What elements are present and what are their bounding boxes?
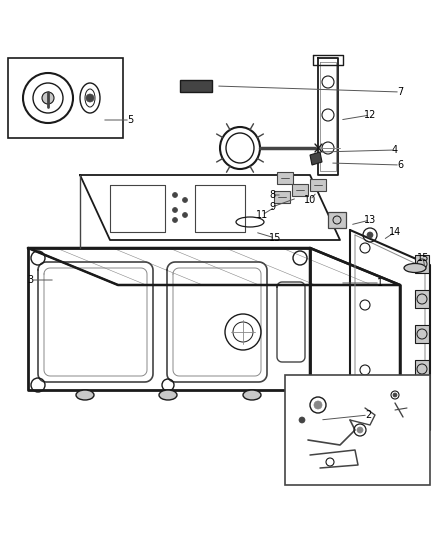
Bar bbox=[415, 360, 429, 378]
Text: 10: 10 bbox=[304, 195, 316, 205]
Bar bbox=[285, 375, 430, 485]
Circle shape bbox=[393, 393, 397, 397]
Ellipse shape bbox=[76, 390, 94, 400]
Polygon shape bbox=[310, 152, 322, 165]
Text: 1: 1 bbox=[377, 278, 383, 288]
Text: 12: 12 bbox=[364, 110, 376, 120]
Circle shape bbox=[299, 417, 305, 423]
Text: 5: 5 bbox=[127, 115, 133, 125]
Polygon shape bbox=[310, 179, 326, 191]
Bar bbox=[180, 80, 212, 92]
Polygon shape bbox=[274, 191, 290, 203]
Text: 11: 11 bbox=[256, 210, 268, 220]
Bar bbox=[328, 212, 346, 228]
Text: 2: 2 bbox=[365, 410, 371, 420]
Circle shape bbox=[357, 427, 363, 433]
Circle shape bbox=[183, 198, 187, 203]
Text: 14: 14 bbox=[389, 227, 401, 237]
Circle shape bbox=[367, 232, 373, 238]
Polygon shape bbox=[292, 184, 308, 196]
Circle shape bbox=[183, 213, 187, 217]
Text: 3: 3 bbox=[27, 275, 33, 285]
Text: 13: 13 bbox=[364, 215, 376, 225]
Circle shape bbox=[314, 401, 322, 409]
Polygon shape bbox=[277, 172, 293, 184]
Text: 7: 7 bbox=[397, 87, 403, 97]
Text: 9: 9 bbox=[269, 202, 275, 212]
Text: 15: 15 bbox=[269, 233, 281, 243]
Bar bbox=[415, 290, 429, 308]
Text: 8: 8 bbox=[269, 190, 275, 200]
Bar bbox=[415, 255, 429, 273]
Text: 15: 15 bbox=[417, 253, 429, 263]
Ellipse shape bbox=[404, 263, 426, 272]
Circle shape bbox=[173, 217, 177, 222]
Ellipse shape bbox=[159, 390, 177, 400]
Bar bbox=[8, 58, 123, 138]
Ellipse shape bbox=[243, 390, 261, 400]
Text: 4: 4 bbox=[392, 145, 398, 155]
Circle shape bbox=[173, 207, 177, 213]
Text: 6: 6 bbox=[397, 160, 403, 170]
Circle shape bbox=[86, 94, 94, 102]
Ellipse shape bbox=[42, 92, 54, 104]
Circle shape bbox=[173, 192, 177, 198]
Bar bbox=[415, 325, 429, 343]
